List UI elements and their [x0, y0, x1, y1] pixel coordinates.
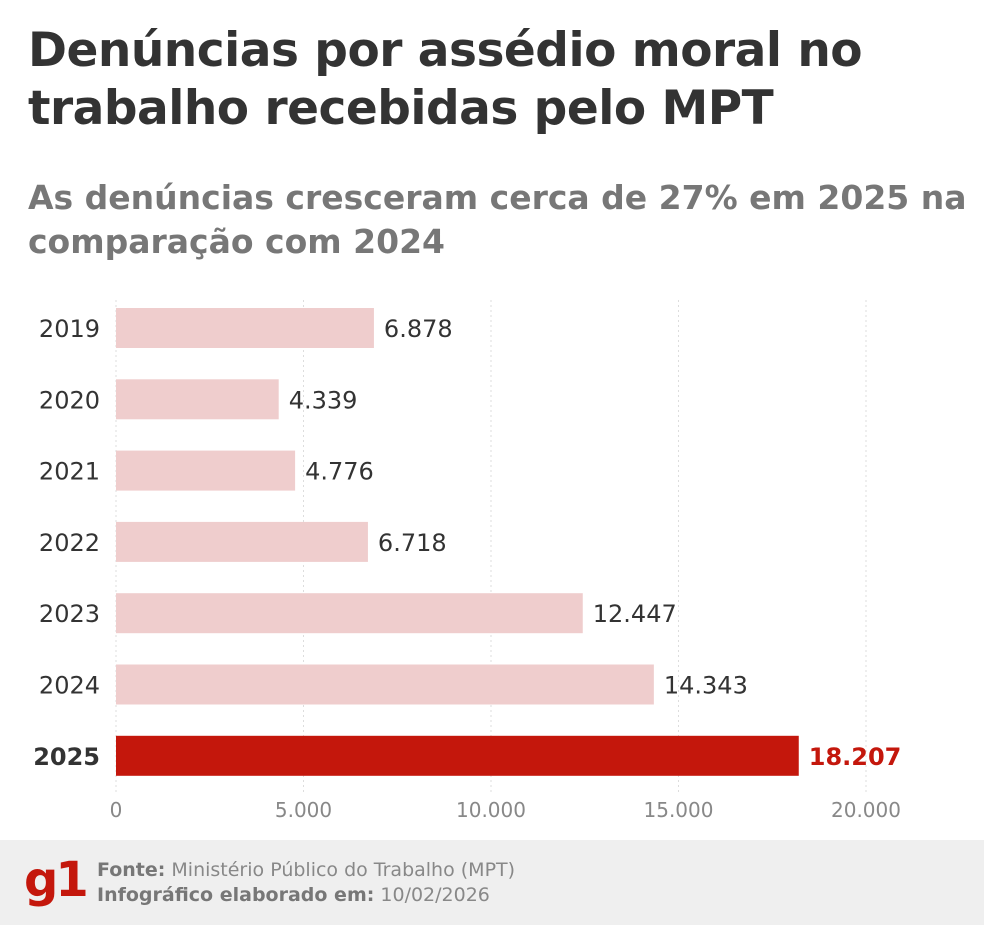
bar-2019 [116, 308, 374, 348]
x-tick-label: 10.000 [456, 798, 526, 822]
value-label: 14.343 [664, 672, 748, 700]
category-label: 2025 [33, 743, 100, 771]
category-label: 2022 [39, 529, 100, 557]
value-label: 18.207 [809, 743, 902, 771]
g1-logo: g1 [24, 852, 89, 908]
footer: g1 Fonte: Ministério Público do Trabalho… [0, 840, 984, 925]
bar-2023 [116, 593, 583, 634]
date-label: Infográfico elaborado em: [97, 884, 375, 906]
category-label: 2020 [39, 386, 100, 414]
value-label: 4.339 [289, 386, 358, 414]
x-tick-label: 15.000 [644, 798, 714, 822]
date-text: 10/02/2026 [380, 884, 490, 906]
x-tick-label: 0 [110, 798, 123, 822]
value-label: 6.878 [384, 315, 453, 343]
value-label: 12.447 [593, 600, 677, 628]
bar-2020 [116, 379, 279, 420]
bar-2021 [116, 450, 296, 491]
source-text: Ministério Público do Trabalho (MPT) [171, 859, 516, 881]
x-tick-label: 5.000 [275, 798, 332, 822]
bar-2022 [116, 521, 368, 562]
x-tick-label: 20.000 [831, 798, 901, 822]
category-label: 2019 [39, 315, 100, 343]
bar-2024 [116, 664, 654, 705]
category-label: 2021 [39, 458, 100, 486]
category-label: 2024 [39, 672, 100, 700]
category-label: 2023 [39, 600, 100, 628]
source-label: Fonte: [97, 859, 166, 881]
bar-chart: 0 5.000 10.000 15.000 20.000 2019 6.878 2020 4.3… [33, 300, 902, 822]
value-label: 4.776 [305, 458, 374, 486]
chart-subtitle: As denúncias cresceram cerca de 27% em 2… [28, 178, 967, 261]
value-label: 6.718 [378, 529, 447, 557]
chart-title: Denúncias por assédio moral no trabalho … [28, 23, 863, 136]
bar-2025 [116, 735, 799, 776]
